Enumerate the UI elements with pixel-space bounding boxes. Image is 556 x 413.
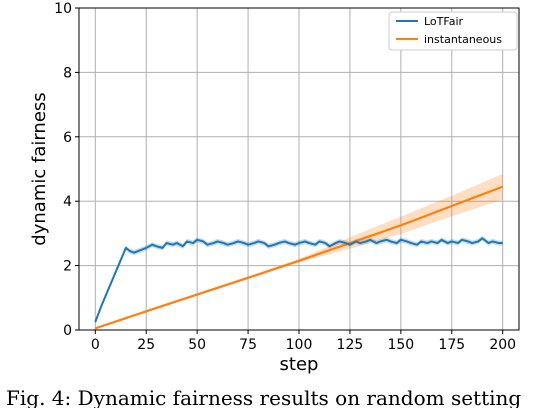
x-axis-label: step [280,354,319,375]
y-tick-label-6: 6 [63,130,72,146]
x-ticks: 0 25 50 75 100 125 150 175 200 [91,330,516,353]
y-axis-label: dynamic fairness [29,92,50,245]
y-tick-label-10: 10 [54,1,72,17]
x-tick-label-75: 75 [239,337,257,353]
y-tick-label-0: 0 [63,323,72,339]
legend-label-lotfair: LoTFair [424,15,463,28]
y-tick-label-8: 8 [63,65,72,81]
x-tick-label-150: 150 [387,337,414,353]
legend: LoTFair instantaneous [388,11,518,51]
x-tick-label-50: 50 [188,337,206,353]
x-tick-label-125: 125 [337,337,364,353]
legend-box [388,11,518,51]
legend-label-instantaneous: instantaneous [424,33,502,46]
x-tick-label-25: 25 [137,337,155,353]
x-tick-label-100: 100 [286,337,313,353]
y-tick-label-4: 4 [63,194,72,210]
y-tick-label-2: 2 [63,259,72,275]
x-tick-label-200: 200 [489,337,516,353]
y-ticks: 0 2 4 6 8 10 [54,1,79,339]
x-tick-label-175: 175 [438,337,465,353]
x-tick-label-0: 0 [91,337,100,353]
series-line-instantaneous [94,185,504,330]
figure-caption: Fig. 4: Dynamic fairness results on rand… [6,388,522,408]
series-lines [94,185,504,330]
series-line-lotfair [94,237,503,323]
